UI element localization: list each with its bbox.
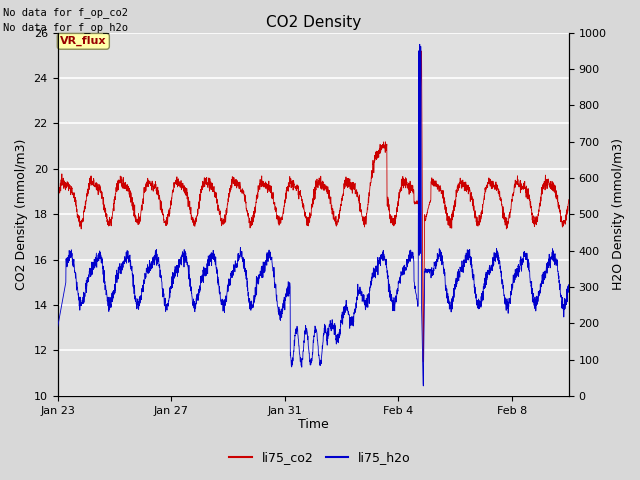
Title: CO2 Density: CO2 Density	[266, 15, 361, 30]
Text: No data for f_op_h2o: No data for f_op_h2o	[3, 22, 128, 33]
Text: VR_flux: VR_flux	[60, 36, 107, 47]
Y-axis label: CO2 Density (mmol/m3): CO2 Density (mmol/m3)	[15, 139, 28, 290]
X-axis label: Time: Time	[298, 419, 328, 432]
Legend: li75_co2, li75_h2o: li75_co2, li75_h2o	[224, 446, 416, 469]
Text: No data for f_op_co2: No data for f_op_co2	[3, 7, 128, 18]
Y-axis label: H2O Density (mmol/m3): H2O Density (mmol/m3)	[612, 138, 625, 290]
